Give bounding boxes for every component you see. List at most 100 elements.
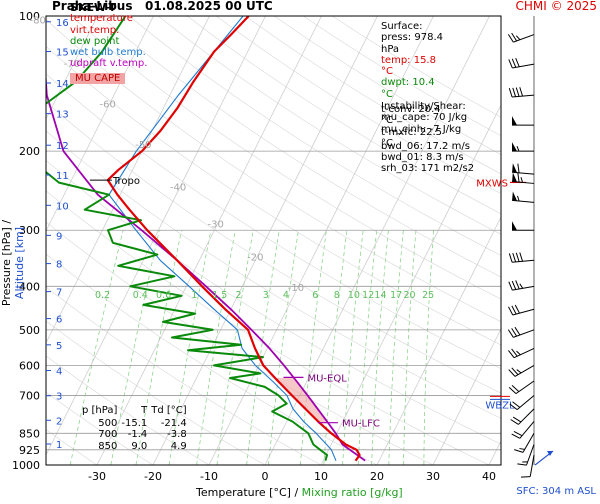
mixing-ratio-line (358, 230, 377, 465)
isotherm-label: -40 (170, 183, 186, 194)
pressure-tick-label: 700 (19, 389, 40, 402)
wind-barb-pennant (512, 221, 517, 230)
isotherm-label: -50 (135, 140, 151, 151)
altitude-tick-label: 13 (56, 110, 69, 121)
mixing-ratio-label: 12 (362, 290, 374, 301)
wind-barb (509, 58, 534, 68)
wind-barb-staff (512, 200, 534, 202)
altitude-tick-label: 10 (56, 201, 69, 212)
legend-title: SKEW-T (70, 2, 147, 13)
wind-barb-feather (513, 253, 516, 262)
mixing-ratio-label: 0.2 (95, 290, 110, 301)
wind-barb-feather (517, 370, 521, 373)
isotherm-label: -20 (247, 252, 263, 263)
isotherm-label: -30 (208, 220, 224, 231)
x-axis-label-mixing: Mixing ratio [g/kg] (302, 486, 403, 499)
level-table-cell: 850 (78, 441, 117, 453)
level-table-row: 500 -15.1 -21.4 (78, 418, 187, 430)
mixing-ratio-label: 1.5 (212, 290, 227, 301)
dry-adiabat-line (100, 16, 600, 465)
legend-item-wet-bulb: wet bulb temp. (70, 47, 147, 58)
mxws-label: MXWS (476, 178, 508, 189)
wind-barb-pennant (512, 173, 517, 182)
mixing-ratio-label: 2 (235, 290, 241, 301)
wind-barb-staff (512, 172, 534, 174)
wind-barb-feather (509, 253, 512, 262)
wind-barb-feather (514, 431, 522, 435)
mu-cape-value: mu_cape: 70 J/kg (381, 112, 491, 123)
wind-barb-feather (512, 434, 520, 438)
isotherm-label: -60 (100, 100, 116, 111)
wind-barb (512, 116, 534, 125)
x-axis-label: Temperature [°C] / Mixing ratio [g/kg] (196, 486, 403, 499)
altitude-tick-label: 3 (56, 392, 62, 403)
wind-barb-feather (520, 87, 523, 96)
wind-barb (508, 33, 534, 42)
legend-item-virt-temp: virt.temp. (70, 25, 147, 36)
mixing-ratio-label: 4 (283, 290, 289, 301)
wind-barb-feather (509, 59, 513, 68)
pressure-tick-label: 200 (19, 145, 40, 158)
wind-barb-feather (514, 450, 523, 453)
isotherm-label: -10 (288, 283, 304, 294)
isotherm-line (489, 16, 600, 465)
pressure-tick-label: 925 (19, 444, 40, 457)
mixing-ratio-label: 17 (390, 290, 402, 301)
altitude-tick-label: 8 (56, 260, 62, 271)
tropopause-label: Tropo (112, 176, 140, 187)
altitude-tick-label: 7 (56, 288, 62, 299)
wind-barb-pennant (512, 142, 517, 151)
wind-barb-feather (513, 88, 516, 97)
temperature-tick-label: 20 (370, 470, 384, 483)
wind-barb (509, 87, 534, 97)
level-table-header: p [hPa] T Td [°C] (78, 405, 187, 418)
dry-adiabat-line (332, 16, 600, 465)
temperature-tick-label: 0 (262, 470, 269, 483)
mixing-ratio-line (424, 230, 434, 465)
bwd-01-value: bwd_01: 8.3 m/s (381, 152, 491, 163)
legend-item-updraft: udpraft v.temp. (70, 58, 147, 69)
mixing-ratio-label: 0.4 (133, 290, 148, 301)
mu-eql-label: MU-EQL (307, 373, 347, 384)
wind-barb-feather (518, 196, 520, 201)
altitude-tick-label: 4 (56, 367, 62, 378)
level-table-head-td: Td [°C] (147, 405, 186, 418)
dry-adiabat-line (303, 16, 600, 465)
wind-barb (509, 252, 534, 262)
y-axis-label-sep: / (0, 220, 13, 224)
wind-barb-feather (520, 252, 523, 261)
level-table-cell: 9.0 (117, 441, 147, 453)
mixing-ratio-line (389, 230, 404, 465)
srh-03-value: srh_03: 171 m2/s2 (381, 163, 491, 174)
wind-barb (512, 163, 534, 174)
wind-barb-pennant (512, 163, 517, 172)
wind-barb-feather (518, 164, 519, 173)
mu-cinh-value: mu_cinh: -7 J/kg (381, 124, 491, 135)
isotherm-line (545, 16, 600, 465)
altitude-tick-label: 1 (56, 440, 62, 451)
pressure-tick-label: 850 (19, 427, 40, 440)
level-table-row: 850 9.0 4.9 (78, 441, 187, 453)
wind-barb-feather (515, 305, 519, 313)
wind-barb-feather (516, 36, 520, 40)
mixing-ratio-label: 3 (263, 290, 269, 301)
surface-title: Surface: (381, 21, 445, 32)
surface-dwpt: dwpt: 10.4 °C (381, 77, 445, 100)
mixing-ratio-label: 6 (312, 290, 318, 301)
temperature-tick-label: 40 (482, 470, 496, 483)
level-table-cell: 4.9 (147, 441, 186, 453)
altitude-tick-label: 5 (56, 341, 62, 352)
wind-barb-pennant (512, 116, 517, 125)
wind-barb (509, 381, 534, 394)
altitude-tick-label: 16 (56, 18, 69, 29)
mu-lfc-label: MU-LFC (342, 419, 380, 430)
wind-barb-feather (519, 449, 524, 450)
bwd-06-value: bwd_06: 17.2 m/s (381, 141, 491, 152)
wind-barb (508, 327, 534, 337)
level-table-cell: -3.8 (147, 429, 186, 441)
mixing-ratio-line (403, 230, 416, 465)
wind-barb-feather (521, 177, 523, 182)
wind-barb (508, 348, 534, 357)
mixing-ratio-label: 0.6 (156, 290, 171, 301)
temperature-tick-label: 30 (426, 470, 440, 483)
